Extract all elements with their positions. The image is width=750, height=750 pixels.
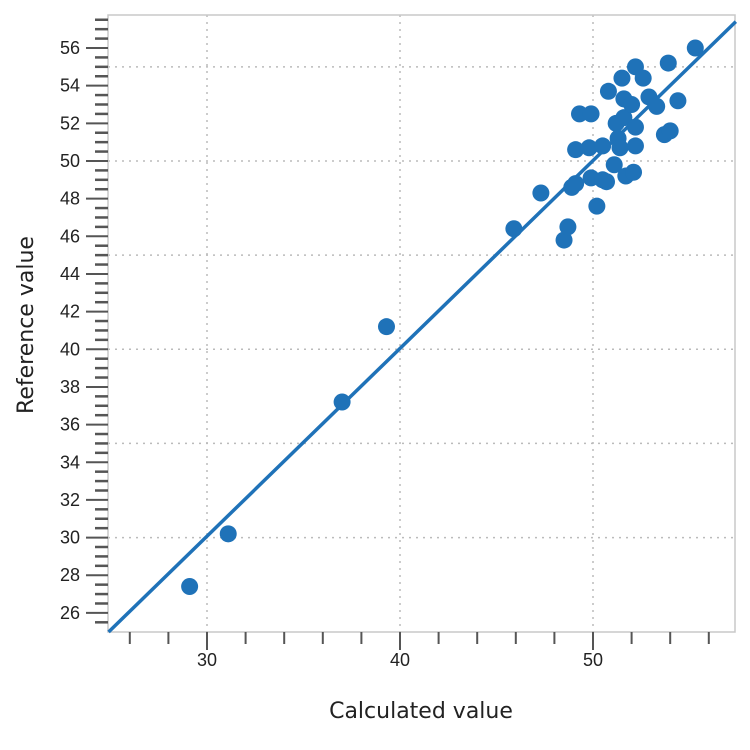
data-point xyxy=(615,109,633,127)
y-tick-label: 36 xyxy=(60,415,80,435)
y-tick-label: 56 xyxy=(60,38,80,58)
x-tick-label: 50 xyxy=(583,650,603,670)
x-axis-title: Calculated value xyxy=(329,699,513,724)
y-axis: 26 28 30 32 34 36 38 40 42 44 46 48 50 52 54 56 xyxy=(60,18,108,624)
y-tick-label: 50 xyxy=(60,151,80,171)
data-point xyxy=(669,92,687,110)
data-point xyxy=(625,163,643,181)
data-point xyxy=(580,139,598,157)
data-point xyxy=(532,184,550,202)
data-point xyxy=(582,105,600,123)
data-point xyxy=(567,175,585,193)
fit-line-group xyxy=(107,20,738,634)
y-tick-label: 32 xyxy=(60,490,80,510)
y-axis-title: Reference value xyxy=(14,236,39,414)
data-point xyxy=(567,141,585,159)
data-points xyxy=(181,39,704,596)
y-tick-label: 52 xyxy=(60,113,80,133)
data-point xyxy=(605,156,623,174)
x-tick-label: 30 xyxy=(197,650,217,670)
y-tick-label: 38 xyxy=(60,377,80,397)
data-point xyxy=(611,139,629,157)
data-point xyxy=(626,118,644,136)
data-point xyxy=(634,69,652,87)
fit-line xyxy=(107,20,738,634)
data-point xyxy=(686,39,704,57)
y-tick-label: 30 xyxy=(60,528,80,548)
y-tick-label: 48 xyxy=(60,189,80,209)
y-tick-label: 44 xyxy=(60,264,80,284)
x-tick-label: 40 xyxy=(390,650,410,670)
data-point xyxy=(333,393,351,411)
data-point xyxy=(659,54,677,72)
y-tick-label: 28 xyxy=(60,565,80,585)
data-point xyxy=(613,69,631,87)
data-point xyxy=(559,218,577,236)
data-point xyxy=(626,137,644,155)
data-point xyxy=(588,197,606,215)
y-tick-label: 34 xyxy=(60,452,80,472)
y-tick-label: 54 xyxy=(60,76,80,96)
data-point xyxy=(377,318,395,336)
x-axis: 30 40 50 xyxy=(128,632,710,670)
data-point xyxy=(661,122,679,140)
data-point xyxy=(594,137,612,155)
data-point xyxy=(555,231,573,249)
data-point xyxy=(598,173,616,191)
y-tick-label: 40 xyxy=(60,339,80,359)
grid-lines xyxy=(108,15,735,632)
data-point xyxy=(505,220,523,238)
data-point xyxy=(181,578,199,596)
y-tick-label: 42 xyxy=(60,302,80,322)
data-point xyxy=(599,82,617,100)
data-point xyxy=(623,95,641,113)
y-tick-label: 46 xyxy=(60,226,80,246)
y-tick-label: 26 xyxy=(60,603,80,623)
plot-frame xyxy=(107,14,736,633)
data-point xyxy=(648,97,666,115)
data-point xyxy=(219,525,237,543)
